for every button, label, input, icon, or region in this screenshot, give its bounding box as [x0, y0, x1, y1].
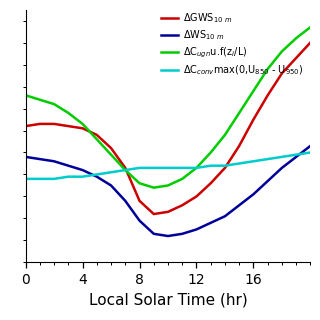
X-axis label: Local Solar Time (hr): Local Solar Time (hr): [89, 292, 247, 308]
Legend: $\Delta$GWS$_{10\ m}$, $\Delta$WS$_{10\ m}$, $\Delta$C$_{ugn}$u.f(z$_i$/L), $\De: $\Delta$GWS$_{10\ m}$, $\Delta$WS$_{10\ …: [159, 9, 306, 79]
